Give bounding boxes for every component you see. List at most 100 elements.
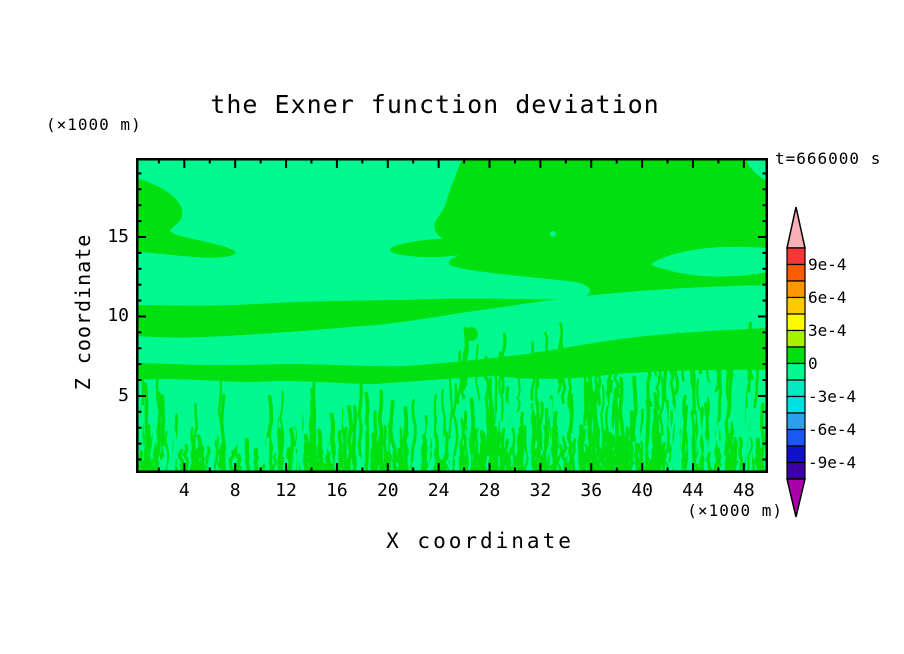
colorbar-band--1.5e-4-to-0 [786, 362, 806, 381]
grass-streak [456, 350, 463, 405]
grass-streak [462, 326, 468, 389]
colorbar-band--1.05e-3-to--9e-4 [786, 461, 806, 480]
colorbar-label--6e-4: -6e-4 [808, 419, 857, 439]
x-tick-label-4: 4 [178, 480, 190, 501]
grass-streak [680, 335, 685, 382]
grass-streak [474, 343, 481, 401]
grass-streak [267, 394, 275, 473]
contour-negative-speck-in-upper-field [550, 231, 556, 237]
plot-frame [136, 158, 768, 473]
grass-streak [571, 438, 577, 473]
grass-streak [483, 455, 492, 473]
grass-streak [500, 332, 507, 395]
grass-streak [452, 382, 459, 473]
grass-streak [592, 379, 599, 473]
plot-title: the Exner function deviation [210, 90, 660, 119]
y-axis-unit-label: (×1000 m) [46, 115, 142, 134]
grass-streak [556, 444, 563, 473]
grass-streak [181, 444, 189, 473]
grass-streak [265, 437, 270, 473]
grass-streak [661, 442, 666, 473]
grass-streak [559, 361, 567, 404]
grass-streak [717, 440, 725, 473]
grass-streak [541, 425, 548, 473]
grass-streak [516, 370, 521, 412]
contour-region-left-edge-positive-blob [136, 178, 236, 258]
grass-streak [466, 405, 472, 473]
grass-streak [658, 376, 665, 436]
grass-streak [144, 432, 151, 473]
grass-streak [445, 439, 453, 473]
grass-streak [579, 428, 586, 473]
grass-streak [624, 426, 631, 473]
colorbar-band--3e-4-to--1.5e-4 [786, 379, 806, 398]
grass-streak [271, 453, 277, 473]
x-tick-label-28: 28 [478, 480, 501, 501]
grass-streak [691, 344, 697, 415]
grass-streak [391, 454, 398, 473]
grass-streak [638, 445, 644, 473]
grass-streak [577, 424, 584, 473]
grass-streak [217, 444, 227, 473]
contour-region-top-right-corner-sliver [746, 158, 768, 182]
grass-streak [277, 429, 285, 473]
grass-streak [682, 404, 690, 473]
grass-streak [194, 434, 202, 473]
grass-streak [495, 431, 504, 473]
grass-streak [431, 432, 440, 473]
x-tick-label-32: 32 [529, 480, 552, 501]
colorbar-label--3e-4: -3e-4 [808, 386, 857, 406]
grass-streak [175, 454, 183, 473]
grass-streak [482, 355, 490, 397]
grass-streak [287, 427, 295, 473]
grass-streak [675, 418, 683, 473]
grass-streak [534, 373, 540, 442]
colorbar-band-4.5e-4-to-6e-4 [786, 296, 806, 315]
grass-streak [298, 414, 306, 473]
colorbar-band-3e-4-to-4.5e-4 [786, 313, 806, 332]
grass-streak [472, 427, 479, 473]
grass-streak [747, 437, 754, 473]
grass-streak [192, 403, 199, 473]
grass-streak [342, 426, 349, 473]
grass-streak [658, 340, 665, 380]
grass-streak [143, 382, 150, 473]
grass-streak [760, 402, 766, 473]
grass-streak [612, 387, 620, 473]
colorbar-band--7.5e-4-to--6e-4 [786, 428, 806, 447]
x-tick-label-40: 40 [631, 480, 653, 501]
grass-streak [518, 426, 525, 473]
x-tick-label-48: 48 [732, 480, 755, 501]
grass-streak [420, 434, 427, 473]
grass-streak [427, 427, 436, 473]
grass-streak [196, 455, 207, 473]
grass-streak [492, 426, 499, 473]
x-axis-title: X coordinate [386, 529, 574, 553]
grass-streak [655, 375, 661, 412]
grass-streak [681, 394, 689, 473]
grass-streak [402, 406, 410, 473]
colorbar-band--6e-4-to--4.5e-4 [786, 412, 806, 431]
grass-streak [363, 391, 370, 473]
x-axis-unit-label: (×1000 m) [687, 501, 783, 520]
x-tick-label-20: 20 [376, 480, 399, 501]
colorbar-label-0: 0 [808, 353, 818, 373]
colorbar-label--9e-4: -9e-4 [808, 452, 857, 472]
grass-streak [410, 399, 417, 473]
x-tick-label-36: 36 [580, 480, 603, 501]
contour-region-positive-finger [390, 238, 474, 258]
grass-streak [527, 408, 533, 473]
grass-streak [662, 338, 668, 402]
grass-streak [557, 322, 563, 394]
x-tick-label-12: 12 [275, 480, 297, 501]
grass-streak [302, 440, 311, 473]
time-annotation: t=666000 s [775, 149, 882, 168]
grass-streak [581, 375, 589, 473]
contour-region-right-wisp [651, 246, 768, 277]
grass-streak [462, 331, 469, 391]
grass-streak [531, 448, 539, 473]
grass-streak [336, 430, 343, 473]
grass-streak [664, 452, 672, 473]
grass-streak [244, 437, 252, 473]
grass-streak [557, 338, 565, 385]
